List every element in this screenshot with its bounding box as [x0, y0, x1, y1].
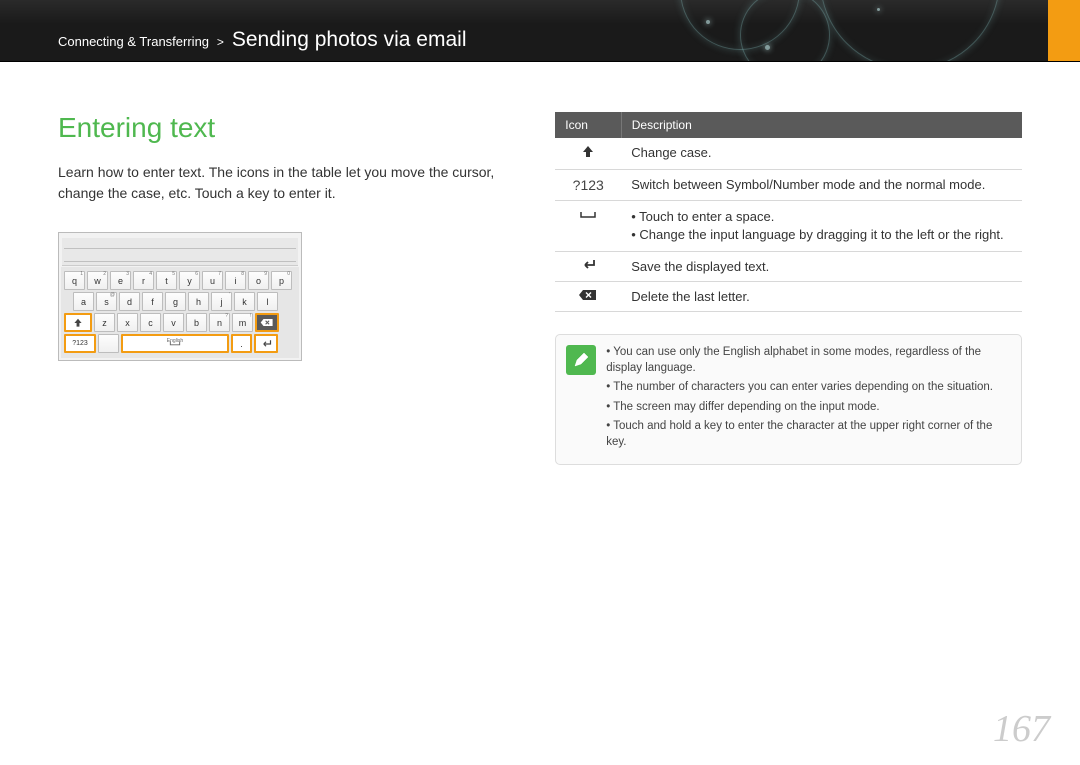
key-r: r4 — [133, 271, 154, 290]
corner-ribbon — [1048, 0, 1080, 62]
key-v: v — [163, 313, 184, 332]
key-z: z — [94, 313, 115, 332]
note-pen-icon — [566, 345, 596, 375]
enter-icon — [580, 259, 596, 274]
key-k: k — [234, 292, 255, 311]
space-icon — [579, 208, 597, 223]
th-icon: Icon — [555, 112, 621, 138]
desc-text: Delete the last letter. — [631, 289, 750, 304]
intro-text: Learn how to enter text. The icons in th… — [58, 162, 515, 204]
key-enter — [254, 334, 278, 353]
right-column: Icon Description Change case. ?123 Switch … — [555, 112, 1022, 465]
delete-icon — [578, 289, 598, 304]
breadcrumb: Connecting & Transferring > Sending phot… — [58, 28, 466, 52]
key-f: f — [142, 292, 163, 311]
key-shift — [64, 313, 92, 332]
desc-text: Save the displayed text. — [631, 259, 769, 274]
decoration-circle — [740, 0, 830, 62]
key-u: u7 — [202, 271, 223, 290]
note-item: You can use only the English alphabet in… — [606, 345, 1009, 376]
key-h: h — [188, 292, 209, 311]
key-y: y6 — [179, 271, 200, 290]
key-delete — [255, 313, 279, 332]
keyboard-figure: q1w2e3r4t5y6u7i8o9p0 as@dfghj'kl zxcvbn?… — [58, 232, 302, 361]
key-l: l — [257, 292, 278, 311]
desc-item: Change the input language by dragging it… — [631, 226, 1012, 244]
key-o: o9 — [248, 271, 269, 290]
decoration-dot — [706, 20, 710, 24]
page-heading: Entering text — [58, 112, 515, 144]
decoration-circle — [820, 0, 1000, 62]
desc-text: Switch between Symbol/Number mode and th… — [631, 177, 985, 192]
keyboard-row-4: ?123 English. — [64, 334, 296, 353]
key-n: n? — [209, 313, 230, 332]
key-j: j' — [211, 292, 232, 311]
table-row: Change case. — [555, 138, 1022, 170]
header-bar: Connecting & Transferring > Sending phot… — [0, 0, 1080, 62]
content-area: Entering text Learn how to enter text. T… — [0, 62, 1080, 465]
breadcrumb-separator: > — [217, 35, 224, 49]
table-row: Delete the last letter. — [555, 282, 1022, 312]
key-g: g — [165, 292, 186, 311]
th-description: Description — [621, 112, 1022, 138]
key-i: i8 — [225, 271, 246, 290]
key-m: m! — [232, 313, 253, 332]
key-w: w2 — [87, 271, 108, 290]
key-mode: ?123 — [64, 334, 96, 353]
key-comma — [98, 334, 119, 353]
key-x: x — [117, 313, 138, 332]
keyboard-row-1: q1w2e3r4t5y6u7i8o9p0 — [64, 271, 296, 290]
key-period: . — [231, 334, 252, 353]
key-d: d — [119, 292, 140, 311]
key-e: e3 — [110, 271, 131, 290]
icon-description-table: Icon Description Change case. ?123 Switch … — [555, 112, 1022, 312]
key-q: q1 — [64, 271, 85, 290]
page-number: 167 — [993, 707, 1050, 751]
key-a: a — [73, 292, 94, 311]
mode-icon: ?123 — [573, 177, 604, 193]
key-c: c — [140, 313, 161, 332]
keyboard-row-3: zxcvbn?m! — [64, 313, 296, 332]
desc-list: Touch to enter a space.Change the input … — [631, 208, 1012, 244]
key-t: t5 — [156, 271, 177, 290]
shift-icon — [581, 147, 595, 162]
note-item: Touch and hold a key to enter the charac… — [606, 419, 1009, 450]
note-item: The number of characters you can enter v… — [606, 380, 1009, 396]
note-item: The screen may differ depending on the i… — [606, 400, 1009, 416]
key-space: English — [121, 334, 229, 353]
breadcrumb-title: Sending photos via email — [232, 28, 467, 51]
table-row: Save the displayed text. — [555, 252, 1022, 282]
decoration-dot — [765, 45, 770, 50]
keyboard-row-2: as@dfghj'kl — [64, 292, 296, 311]
key-b: b — [186, 313, 207, 332]
desc-text: Change case. — [631, 145, 711, 160]
keyboard-keys: q1w2e3r4t5y6u7i8o9p0 as@dfghj'kl zxcvbn?… — [61, 267, 299, 358]
table-row: Touch to enter a space.Change the input … — [555, 201, 1022, 252]
key-s: s@ — [96, 292, 117, 311]
table-row: ?123 Switch between Symbol/Number mode an… — [555, 170, 1022, 201]
note-box: You can use only the English alphabet in… — [555, 334, 1022, 465]
breadcrumb-section: Connecting & Transferring — [58, 34, 209, 49]
keyboard-input-area — [62, 238, 298, 266]
desc-item: Touch to enter a space. — [631, 208, 1012, 226]
note-list: You can use only the English alphabet in… — [606, 345, 1009, 450]
left-column: Entering text Learn how to enter text. T… — [58, 112, 515, 465]
key-p: p0 — [271, 271, 292, 290]
decoration-dot — [877, 8, 880, 11]
